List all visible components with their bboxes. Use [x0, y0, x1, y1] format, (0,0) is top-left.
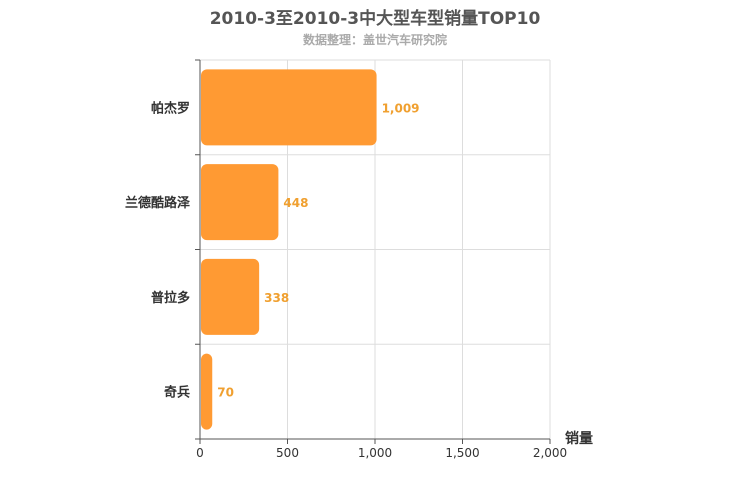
x-tick-label: 2,000: [533, 446, 567, 460]
category-label: 普拉多: [151, 290, 190, 306]
value-label: 448: [283, 196, 308, 210]
value-label: 338: [264, 291, 289, 305]
category-label: 奇兵: [164, 385, 190, 401]
chart-title: 2010-3至2010-3中大型车型销量TOP10: [209, 9, 541, 29]
value-label: 70: [217, 386, 234, 400]
x-axis-title: 销量: [565, 430, 593, 447]
x-tick-label: 1,500: [445, 446, 479, 460]
category-label: 兰德酷路泽: [125, 195, 191, 211]
x-tick-label: 500: [276, 446, 299, 460]
bar: [201, 353, 213, 430]
bar: [201, 69, 377, 146]
value-label: 1,009: [382, 101, 420, 115]
x-tick-label: 0: [196, 446, 204, 460]
bar: [201, 164, 279, 241]
bar: [201, 258, 260, 335]
chart-subtitle: 数据整理：盖世汽车研究院: [302, 33, 447, 47]
category-label: 帕杰罗: [151, 100, 190, 116]
x-tick-label: 1,000: [358, 446, 392, 460]
